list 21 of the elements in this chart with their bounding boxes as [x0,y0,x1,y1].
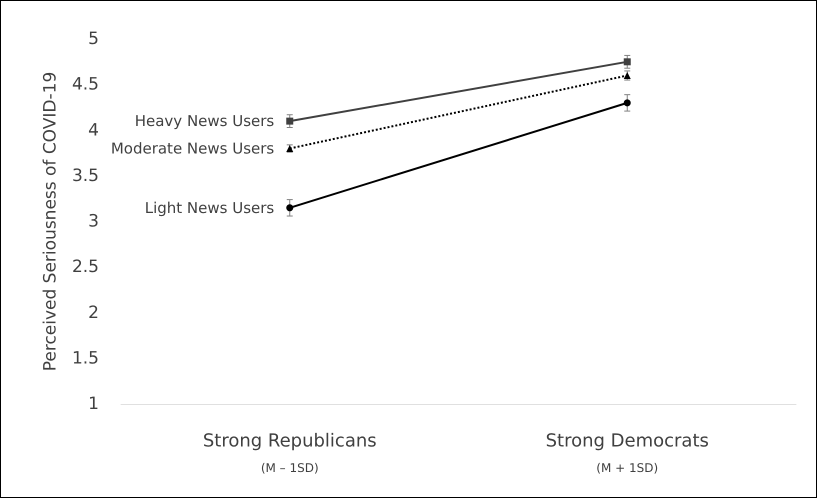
y-tick-label: 2.5 [72,257,99,278]
series-label: Light News Users [144,198,274,217]
point [624,99,631,106]
y-tick-label: 4 [88,120,99,140]
y-tick-label: 3 [88,212,99,232]
point [624,58,631,66]
series-label: Moderate News Users [110,140,274,158]
y-tick-label: 3.5 [72,166,99,186]
point [286,118,294,125]
y-tick-label: 1.5 [72,348,99,368]
point [286,204,294,212]
y-axis-title: Perceived Seriousness of COVID-19 [40,72,60,372]
x-tick-label: Strong Republicans [202,430,377,452]
y-tick-label: 2 [88,302,99,323]
x-tick-label: Strong Democrats [546,430,709,452]
y-tick-label: 5 [88,29,99,49]
y-tick-label: 1 [88,394,99,414]
text: (M – 1SD) [260,461,319,475]
text: (M + 1SD) [596,461,658,475]
y-tick-label: 4.5 [72,74,99,95]
series-label: Heavy News Users [134,112,274,130]
